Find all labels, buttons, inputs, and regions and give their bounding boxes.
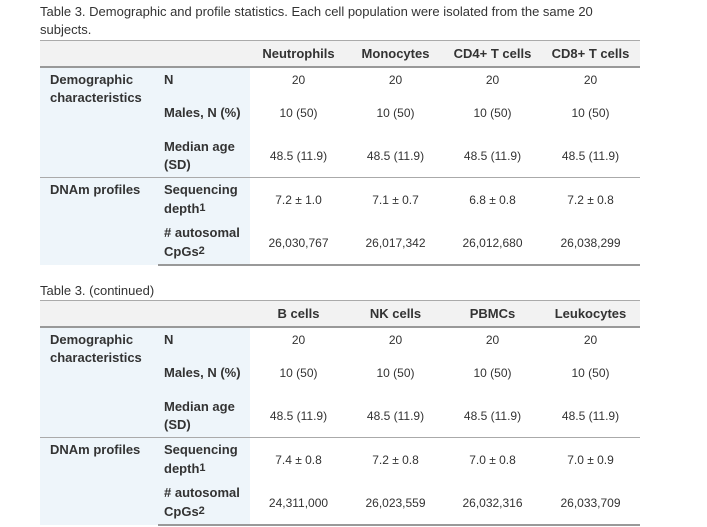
row-label: Median age (SD) <box>158 394 250 438</box>
data-cell: 20 <box>291 332 306 347</box>
table: Neutrophils Monocytes CD4+ T cells CD8+ T c… <box>40 40 640 266</box>
row-label: N <box>158 67 250 91</box>
row-label-text: # autosomal CpGs <box>164 485 240 519</box>
data-cell: 26,033,709 <box>541 481 640 526</box>
data-cell: 26,023,559 <box>347 481 444 526</box>
caption: Table 3. Demographic and profile statist… <box>40 4 593 37</box>
data-cell: 20 <box>388 72 403 87</box>
data-cell: 7.2 ± 1.0 <box>250 177 347 221</box>
table-row: # autosomal CpGs2 26,030,767 26,017,342 26,… <box>40 221 640 266</box>
data-cell: 10 (50) <box>279 105 318 120</box>
group-label: DNAm profiles <box>40 437 158 525</box>
row-label-text: N <box>164 71 174 87</box>
data-cell: 7.0 ± 0.9 <box>541 437 640 481</box>
data-cell: 26,038,299 <box>541 221 640 266</box>
data-cell: 10 (50) <box>571 365 610 380</box>
table-row: # autosomal CpGs2 24,311,000 26,023,559 26,… <box>40 481 640 526</box>
data-cell: 6.8 ± 0.8 <box>444 177 541 221</box>
data-cell: 10 (50) <box>376 365 415 380</box>
data-cell: 24,311,000 <box>250 481 347 526</box>
row-label: Males, N (%) <box>158 91 250 134</box>
data-cell: 26,017,342 <box>347 221 444 266</box>
data-cell: 20 <box>583 72 598 87</box>
table-row: Demographic characteristics N 20 20 20 20 <box>40 327 640 438</box>
table-header: Neutrophils Monocytes CD4+ T cells CD8+ T c… <box>40 40 640 68</box>
header-cell <box>40 300 250 328</box>
row-label: # autosomal CpGs2 <box>158 221 250 266</box>
table: B cells NK cells PBMCs Leukocytes Demographi… <box>40 300 640 526</box>
data-cell: 48.5 (11.9) <box>366 148 425 163</box>
data-cell: 20 <box>291 72 306 87</box>
column-header: Monocytes <box>347 40 444 68</box>
data-cell: 48.5 (11.9) <box>561 408 620 423</box>
data-cell: 10 (50) <box>376 105 415 120</box>
row-label: N <box>158 327 250 351</box>
row-label-text: Sequencing depth <box>164 442 238 476</box>
table-row: Median age (SD) 48.5 (11.9) 48.5 (11.9) 48.… <box>40 134 640 178</box>
data-cell: 7.2 ± 0.8 <box>541 177 640 221</box>
column-header: Leukocytes <box>541 300 640 328</box>
table-header: B cells NK cells PBMCs Leukocytes <box>40 300 640 328</box>
data-cell: 48.5 (11.9) <box>269 408 328 423</box>
footnote-marker: 1 <box>199 462 206 474</box>
column-header: PBMCs <box>444 300 541 328</box>
table-row: Males, N (%) 10 (50) 10 (50) 10 (50) 10 (50) <box>40 351 640 394</box>
row-label-text: Sequencing depth <box>164 182 238 216</box>
row-label-text: Males, N (%) <box>164 364 241 380</box>
table-row: Demographic characteristics N 20 20 20 20 <box>40 67 640 178</box>
row-label-text: Median age (SD) <box>164 138 235 172</box>
table-row: DNAm profiles Sequencing depth1 7.2 ± 1.0 7… <box>40 177 640 265</box>
data-cell: 20 <box>388 332 403 347</box>
table-row: Median age (SD) 48.5 (11.9) 48.5 (11.9) 48.… <box>40 394 640 438</box>
data-cell: 20 <box>485 72 500 87</box>
footnote-marker: 2 <box>198 245 205 257</box>
footnote-marker: 1 <box>199 202 206 214</box>
data-cell: 10 (50) <box>473 365 512 380</box>
data-cell: 7.1 ± 0.7 <box>347 177 444 221</box>
data-cell: 7.0 ± 0.8 <box>444 437 541 481</box>
column-header: CD4+ T cells <box>444 40 541 68</box>
data-cell: 48.5 (11.9) <box>561 148 620 163</box>
data-cell: 7.4 ± 0.8 <box>250 437 347 481</box>
data-cell: 7.2 ± 0.8 <box>347 437 444 481</box>
row-label: # autosomal CpGs2 <box>158 481 250 526</box>
data-cell: 10 (50) <box>473 105 512 120</box>
data-cell: 26,030,767 <box>250 221 347 266</box>
row-label-text: Median age (SD) <box>164 398 235 432</box>
column-header: NK cells <box>347 300 444 328</box>
row-label: Sequencing depth1 <box>158 177 250 221</box>
data-cell: 26,012,680 <box>444 221 541 266</box>
table-row: Males, N (%) 10 (50) 10 (50) 10 (50) 10 (50) <box>40 91 640 134</box>
header-cell <box>40 40 250 68</box>
table-body: Demographic characteristics N 20 20 20 20 Male… <box>40 67 640 266</box>
table-caption: Table 3. (continued) <box>40 283 155 298</box>
data-cell: 20 <box>583 332 598 347</box>
data-cell: 20 <box>485 332 500 347</box>
column-header: B cells <box>250 300 347 328</box>
data-cell: 48.5 (11.9) <box>269 148 328 163</box>
data-cell: 48.5 (11.9) <box>463 408 522 423</box>
data-cell: 10 (50) <box>571 105 610 120</box>
row-label-text: Males, N (%) <box>164 104 241 120</box>
row-label: Median age (SD) <box>158 134 250 178</box>
footnote-marker: 2 <box>198 505 205 517</box>
row-label-text: N <box>164 331 174 347</box>
data-cell: 48.5 (11.9) <box>463 148 522 163</box>
group-label: Demographic characteristics <box>40 327 158 438</box>
data-cell: 48.5 (11.9) <box>366 408 425 423</box>
table-row: DNAm profiles Sequencing depth1 7.4 ± 0.8 7… <box>40 437 640 525</box>
row-label-text: # autosomal CpGs <box>164 225 240 259</box>
header-row: Neutrophils Monocytes CD4+ T cells CD8+ T c… <box>40 40 640 68</box>
column-header: CD8+ T cells <box>541 40 640 68</box>
table-body: Demographic characteristics N 20 20 20 20 Male… <box>40 327 640 526</box>
column-header: Neutrophils <box>250 40 347 68</box>
header-row: B cells NK cells PBMCs Leukocytes <box>40 300 640 328</box>
data-cell: 10 (50) <box>279 365 318 380</box>
data-cell: 26,032,316 <box>444 481 541 526</box>
row-label: Males, N (%) <box>158 351 250 394</box>
group-label: DNAm profiles <box>40 177 158 265</box>
group-label: Demographic characteristics <box>40 67 158 178</box>
row-label: Sequencing depth1 <box>158 437 250 481</box>
